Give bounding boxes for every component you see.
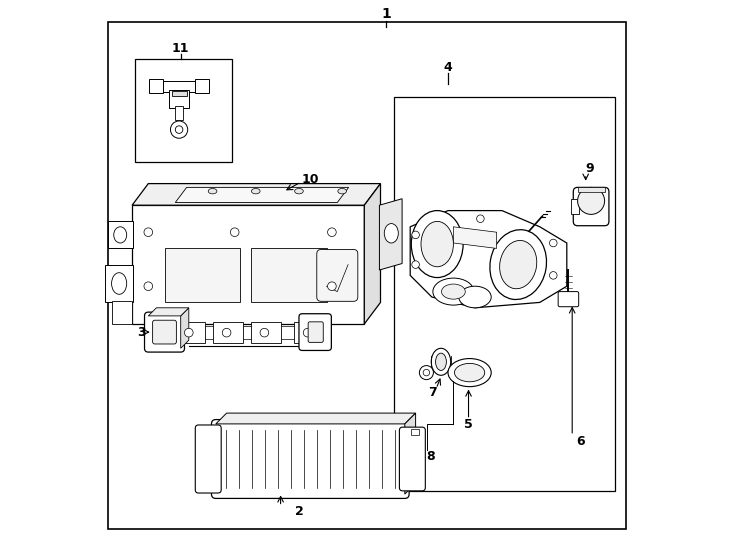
Text: 3: 3 (137, 326, 145, 339)
Ellipse shape (303, 328, 312, 337)
Ellipse shape (338, 188, 346, 194)
Ellipse shape (432, 348, 451, 375)
Ellipse shape (550, 272, 557, 279)
Ellipse shape (412, 231, 419, 239)
Bar (394, 97, 615, 491)
Ellipse shape (459, 286, 491, 308)
Bar (112, 301, 132, 324)
Ellipse shape (424, 369, 429, 376)
Polygon shape (181, 308, 189, 348)
Ellipse shape (114, 227, 127, 243)
Ellipse shape (327, 228, 336, 237)
FancyBboxPatch shape (195, 425, 221, 493)
Polygon shape (175, 187, 349, 202)
Ellipse shape (578, 187, 605, 214)
Ellipse shape (327, 282, 336, 291)
FancyBboxPatch shape (211, 420, 409, 498)
FancyBboxPatch shape (317, 249, 357, 301)
Ellipse shape (476, 215, 484, 222)
Text: 11: 11 (172, 42, 189, 55)
Ellipse shape (490, 230, 547, 300)
Text: 1: 1 (381, 6, 390, 21)
Text: 2: 2 (295, 505, 304, 518)
Ellipse shape (144, 228, 153, 237)
Ellipse shape (260, 328, 269, 337)
Polygon shape (150, 79, 163, 93)
Ellipse shape (175, 126, 183, 133)
Polygon shape (195, 79, 208, 93)
Text: 8: 8 (426, 450, 435, 463)
Polygon shape (158, 81, 200, 92)
Text: 9: 9 (585, 162, 594, 175)
Ellipse shape (419, 366, 433, 380)
Ellipse shape (112, 273, 127, 294)
Polygon shape (410, 211, 567, 308)
Ellipse shape (170, 121, 188, 138)
Polygon shape (379, 199, 402, 270)
Text: 7: 7 (429, 386, 437, 399)
Ellipse shape (411, 211, 463, 278)
Bar (251, 322, 280, 343)
Bar (411, 429, 419, 435)
Ellipse shape (421, 221, 454, 267)
Ellipse shape (433, 278, 474, 305)
Ellipse shape (144, 282, 153, 291)
Polygon shape (132, 184, 380, 205)
Text: 6: 6 (576, 435, 585, 448)
Bar (570, 199, 579, 214)
FancyBboxPatch shape (145, 312, 184, 352)
Ellipse shape (454, 363, 484, 382)
Polygon shape (148, 308, 189, 316)
FancyBboxPatch shape (153, 320, 176, 344)
Bar (251, 248, 327, 302)
FancyBboxPatch shape (399, 427, 425, 491)
Ellipse shape (412, 261, 419, 268)
Bar (294, 322, 324, 343)
Ellipse shape (230, 228, 239, 237)
Polygon shape (454, 227, 497, 248)
Polygon shape (404, 413, 415, 494)
Polygon shape (132, 205, 364, 324)
FancyBboxPatch shape (573, 187, 609, 226)
Ellipse shape (500, 240, 537, 289)
Ellipse shape (294, 188, 303, 194)
Bar (164, 248, 240, 302)
FancyBboxPatch shape (299, 314, 331, 350)
Bar (578, 187, 605, 192)
Text: 5: 5 (464, 418, 473, 431)
Text: 4: 4 (443, 61, 452, 74)
Bar (175, 106, 183, 120)
FancyBboxPatch shape (558, 292, 578, 307)
Polygon shape (105, 265, 133, 302)
Ellipse shape (550, 239, 557, 247)
Bar (175, 322, 205, 343)
Ellipse shape (442, 284, 465, 299)
Polygon shape (364, 184, 380, 324)
Polygon shape (216, 413, 415, 424)
Polygon shape (170, 90, 189, 108)
Bar (135, 59, 232, 162)
Ellipse shape (252, 188, 260, 194)
FancyBboxPatch shape (308, 322, 323, 342)
Ellipse shape (448, 359, 491, 387)
Text: 10: 10 (302, 173, 319, 186)
Ellipse shape (222, 328, 231, 337)
Ellipse shape (184, 328, 193, 337)
Ellipse shape (385, 224, 399, 243)
Polygon shape (108, 221, 133, 248)
Bar (213, 322, 243, 343)
Polygon shape (172, 91, 186, 96)
Ellipse shape (435, 353, 446, 370)
Ellipse shape (208, 188, 217, 194)
